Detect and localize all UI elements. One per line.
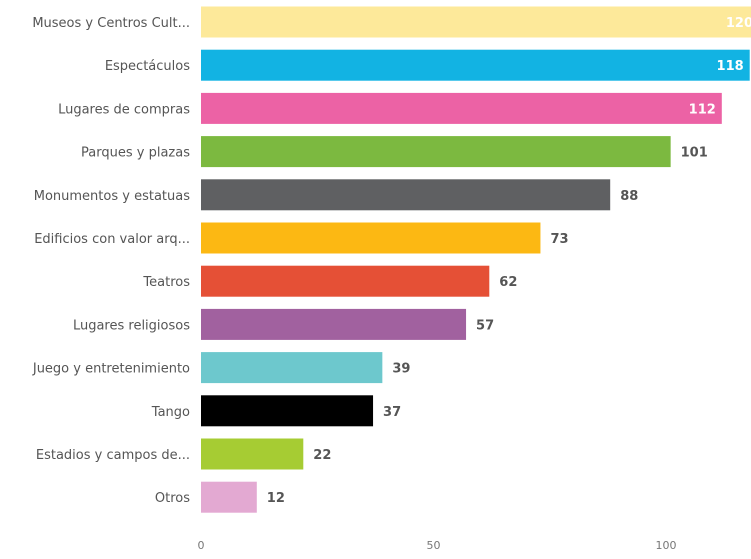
category-label: Edificios con valor arq...	[34, 232, 190, 247]
data-label: 39	[392, 362, 410, 377]
data-label: 12	[267, 491, 285, 506]
data-label: 37	[383, 405, 401, 420]
data-labels: 120 118 112 101 88 73 62 57 39 37 22 12	[267, 16, 751, 506]
bar	[201, 395, 374, 427]
x-tick-label: 50	[427, 539, 441, 552]
bar	[201, 136, 671, 168]
category-label: Lugares de compras	[58, 102, 190, 117]
bar	[201, 481, 257, 513]
category-label: Tango	[151, 405, 190, 420]
x-tick-label: 0	[198, 539, 205, 552]
data-label: 57	[476, 318, 494, 333]
category-label: Lugares religiosos	[73, 318, 190, 333]
data-label: 22	[313, 448, 331, 463]
bar	[201, 308, 467, 340]
bar	[201, 438, 304, 470]
category-label: Espectáculos	[105, 59, 190, 74]
data-label: 88	[620, 189, 638, 204]
data-label: 112	[689, 102, 716, 117]
category-label: Teatros	[142, 275, 190, 290]
bar	[201, 92, 722, 124]
bar	[201, 49, 750, 81]
category-labels: Museos y Centros Cult... Espectáculos Luga…	[32, 16, 190, 506]
bars	[201, 6, 751, 513]
category-label: Museos y Centros Cult...	[32, 16, 190, 31]
category-label: Otros	[155, 491, 190, 506]
data-label: 101	[681, 146, 708, 161]
data-label: 120	[726, 16, 751, 31]
bar	[201, 179, 611, 211]
bar	[201, 265, 490, 297]
category-label: Estadios y campos de...	[36, 448, 190, 463]
data-label: 73	[550, 232, 568, 247]
category-label: Parques y plazas	[81, 146, 190, 161]
bar	[201, 6, 751, 38]
category-label: Juego y entretenimiento	[32, 362, 190, 377]
bar	[201, 352, 383, 384]
category-label: Monumentos y estatuas	[34, 189, 190, 204]
data-label: 62	[499, 275, 517, 290]
data-label: 118	[717, 59, 744, 74]
bar	[201, 222, 541, 254]
x-tick-label: 100	[656, 539, 677, 552]
x-axis-ticks: 0 50 100	[198, 539, 677, 552]
